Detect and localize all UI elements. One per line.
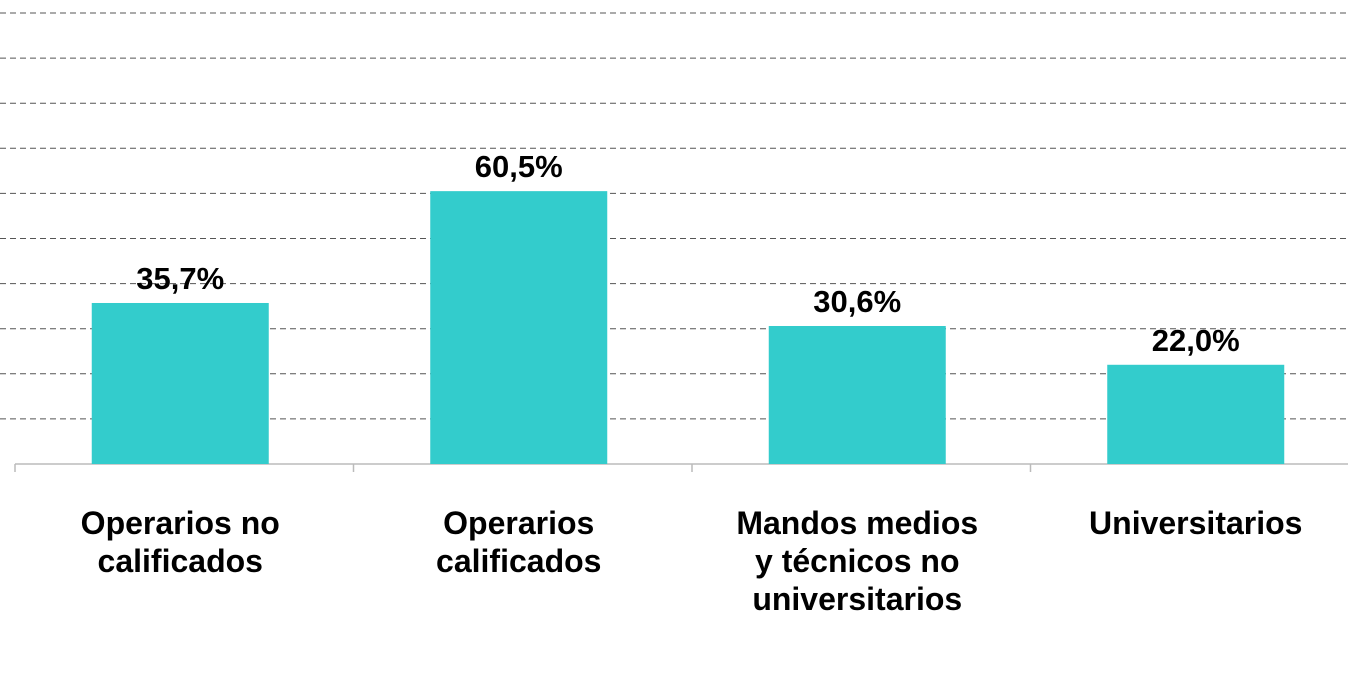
x-tick-label-box: Universitarios <box>1089 505 1303 541</box>
bar <box>1107 364 1285 464</box>
x-tick-label: Operarios calificados <box>436 505 602 579</box>
bar <box>91 302 269 464</box>
x-tick-label: Mandos medios y técnicos no universitari… <box>736 505 979 617</box>
bar <box>768 325 946 464</box>
x-tick-label-box: Operarios calificados <box>436 505 602 579</box>
x-tick-label: Universitarios <box>1089 505 1303 541</box>
x-tick-label-box: Mandos medios y técnicos no universitari… <box>736 505 979 617</box>
x-tick-label: Operarios no calificados <box>80 505 280 579</box>
x-tick-label-box: Operarios no calificados <box>80 505 280 579</box>
value-label: 60,5% <box>475 149 563 184</box>
value-label: 30,6% <box>813 284 901 319</box>
value-label: 35,7% <box>136 261 224 296</box>
value-label: 22,0% <box>1152 323 1240 358</box>
bar <box>430 191 608 464</box>
